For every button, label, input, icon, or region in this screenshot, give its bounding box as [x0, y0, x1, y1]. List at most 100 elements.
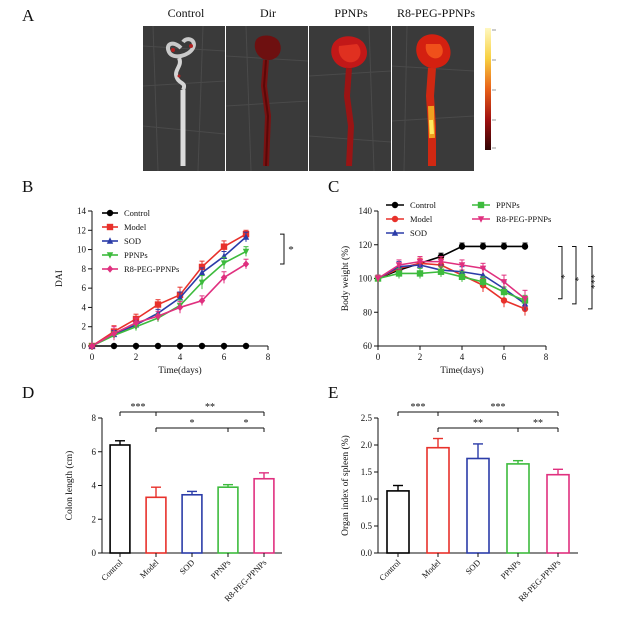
panel-e-ytick-label: 2.5	[361, 413, 373, 423]
panel-e-xtick-label-control: Control	[377, 557, 403, 583]
panel-e-letter: E	[328, 383, 338, 402]
panel-b-xtick-label: 4	[178, 352, 183, 362]
panel-b-ytick-label: 2	[82, 322, 87, 332]
panel-d-ytick-label: 8	[92, 413, 97, 423]
panel-e-bar-ppnps	[506, 463, 530, 554]
panel-c-significance-label: *	[560, 274, 571, 279]
image-label-ppnps: PPNPs	[334, 6, 368, 20]
panel-e-ytick-label: 2.0	[361, 440, 373, 450]
panel-b-point-r8-peg-ppnps	[176, 303, 184, 312]
panel-b-ytick-label: 0	[82, 341, 87, 351]
panel-c-line-ppnps	[377, 270, 526, 302]
panel-c-ytick-label: 140	[359, 206, 373, 216]
panel-c-point-control	[521, 243, 529, 250]
panel-b-line-model	[91, 233, 247, 347]
panel-d-bar-ppnps	[217, 486, 239, 554]
panel-b-xtick-label: 2	[134, 352, 139, 362]
panel-b-point-r8-peg-ppnps	[110, 329, 118, 338]
panel-e-bar-model	[426, 446, 450, 554]
panel-b-point-model	[198, 263, 206, 271]
panel-b-point-sod	[176, 294, 184, 301]
panel-d-xtick-label-model: Model	[138, 557, 161, 580]
panel-b-point-r8-peg-ppnps	[198, 296, 206, 305]
panel-c-legend-marker-control	[391, 201, 399, 209]
panel-e-xtick-label-sod: SOD	[463, 557, 482, 576]
panel-c-point-r8-peg-ppnps	[458, 262, 466, 269]
panel-c-line-control	[377, 245, 525, 280]
panel-b-legend-marker-model	[106, 223, 114, 231]
panel-e-xtick-label-r8-peg-ppnps: R8-PEG-PPNPs	[516, 557, 562, 603]
panel-c-legend-label-ppnps: PPNPs	[496, 200, 520, 210]
panel-e-ytick-label: 1.0	[361, 494, 373, 504]
panel-e-bar-r8-peg-ppnps	[546, 473, 570, 554]
image-label-r8-peg-ppnps: R8-PEG-PPNPs	[396, 6, 476, 20]
panel-c-significance-bracket	[558, 245, 563, 300]
panel-e-bar-control	[386, 490, 410, 554]
panel-c-legend-marker-r8-peg-ppnps	[477, 216, 485, 223]
panel-b-line-r8-peg-ppnps	[91, 263, 247, 347]
panel-c-xtick-label: 0	[376, 352, 381, 362]
panel-c-point-r8-peg-ppnps	[395, 262, 403, 269]
panel-b-legend-label-model: Model	[124, 222, 147, 232]
panel-b-legend-marker-sod	[106, 237, 114, 244]
panel-c-point-r8-peg-ppnps	[479, 265, 487, 273]
panel-c-letter: C	[328, 177, 339, 196]
panel-b-legend-marker-control	[106, 209, 114, 217]
colon-image-ppnps	[309, 26, 391, 171]
panel-c-point-ppnps	[458, 273, 466, 281]
image-label-dir: Dir	[260, 6, 276, 20]
panel-c-point-ppnps	[500, 288, 508, 296]
panel-e-bar-sod	[466, 457, 490, 554]
panel-c-line-sod	[377, 264, 526, 305]
panel-b-legend-marker-r8-peg-ppnps	[106, 265, 114, 273]
panel-b-ytick-label: 12	[77, 225, 86, 235]
panel-b-ylabel: DAI	[55, 270, 65, 287]
panel-b-ytick-label: 4	[82, 302, 87, 312]
panel-c-point-ppnps	[416, 270, 424, 277]
panel-c-line-r8-peg-ppnps	[377, 260, 526, 300]
panel-d-xtick-label-ppnps: PPNPs	[209, 557, 233, 581]
panel-c-significance-bracket	[572, 245, 577, 305]
panel-d-bar-sod	[181, 493, 203, 554]
panel-d-significance-label: **	[205, 402, 215, 413]
panel-c-significance-label: *	[574, 277, 585, 282]
panel-d-xtick-label-sod: SOD	[177, 557, 196, 576]
panel-d-xtick-label-control: Control	[99, 557, 125, 583]
panel-e-ylabel: Organ index of spleen (%)	[340, 435, 351, 536]
panel-c-line-model	[377, 262, 526, 310]
panel-c-ytick-label: 100	[359, 274, 373, 284]
panel-d-ylabel: Colon length (cm)	[64, 451, 75, 521]
panel-c-point-model	[500, 297, 508, 304]
panel-b-point-model	[154, 301, 162, 308]
panel-c-point-control	[479, 243, 487, 250]
panel-b-significance-bracket	[280, 233, 285, 265]
panel-d-bar-model	[145, 496, 167, 554]
panel-c-legend-label-control: Control	[410, 200, 437, 210]
panel-e-ytick-label: 0.5	[361, 521, 373, 531]
panel-c-legend-marker-model	[391, 215, 399, 223]
panel-b-legend-label-r8-peg-ppnps: R8-PEG-PPNPs	[124, 264, 179, 274]
panel-b-ytick-label: 8	[82, 264, 87, 274]
panel-b-ytick-label: 14	[77, 206, 87, 216]
panel-b-xtick-label: 0	[90, 352, 95, 362]
panel-b-xtick-label: 8	[266, 352, 271, 362]
panel-b-point-r8-peg-ppnps	[220, 273, 228, 282]
colon-image-r8-peg-ppnps	[392, 26, 474, 171]
panel-c-point-r8-peg-ppnps	[416, 258, 424, 266]
panel-b-xlabel: Time(days)	[158, 365, 201, 376]
panel-b-point-sod	[242, 233, 250, 240]
panel-b-line-sod	[91, 236, 247, 347]
panel-b-point-control	[176, 342, 184, 350]
panel-b-ytick-label: 6	[82, 283, 87, 293]
panel-c-xlabel: Time(days)	[440, 365, 483, 376]
panel-d-ytick-label: 6	[92, 447, 97, 457]
panel-b-point-r8-peg-ppnps	[132, 319, 140, 327]
panel-c-point-r8-peg-ppnps	[500, 279, 508, 286]
panel-e-ytick-label: 0.0	[361, 548, 373, 558]
panel-c-legend-label-sod: SOD	[410, 228, 427, 238]
panel-c-point-ppnps	[479, 278, 487, 286]
panel-d-ytick-label: 0	[92, 548, 97, 558]
panel-c-point-r8-peg-ppnps	[374, 275, 382, 283]
panel-c-legend-marker-ppnps	[477, 201, 485, 209]
